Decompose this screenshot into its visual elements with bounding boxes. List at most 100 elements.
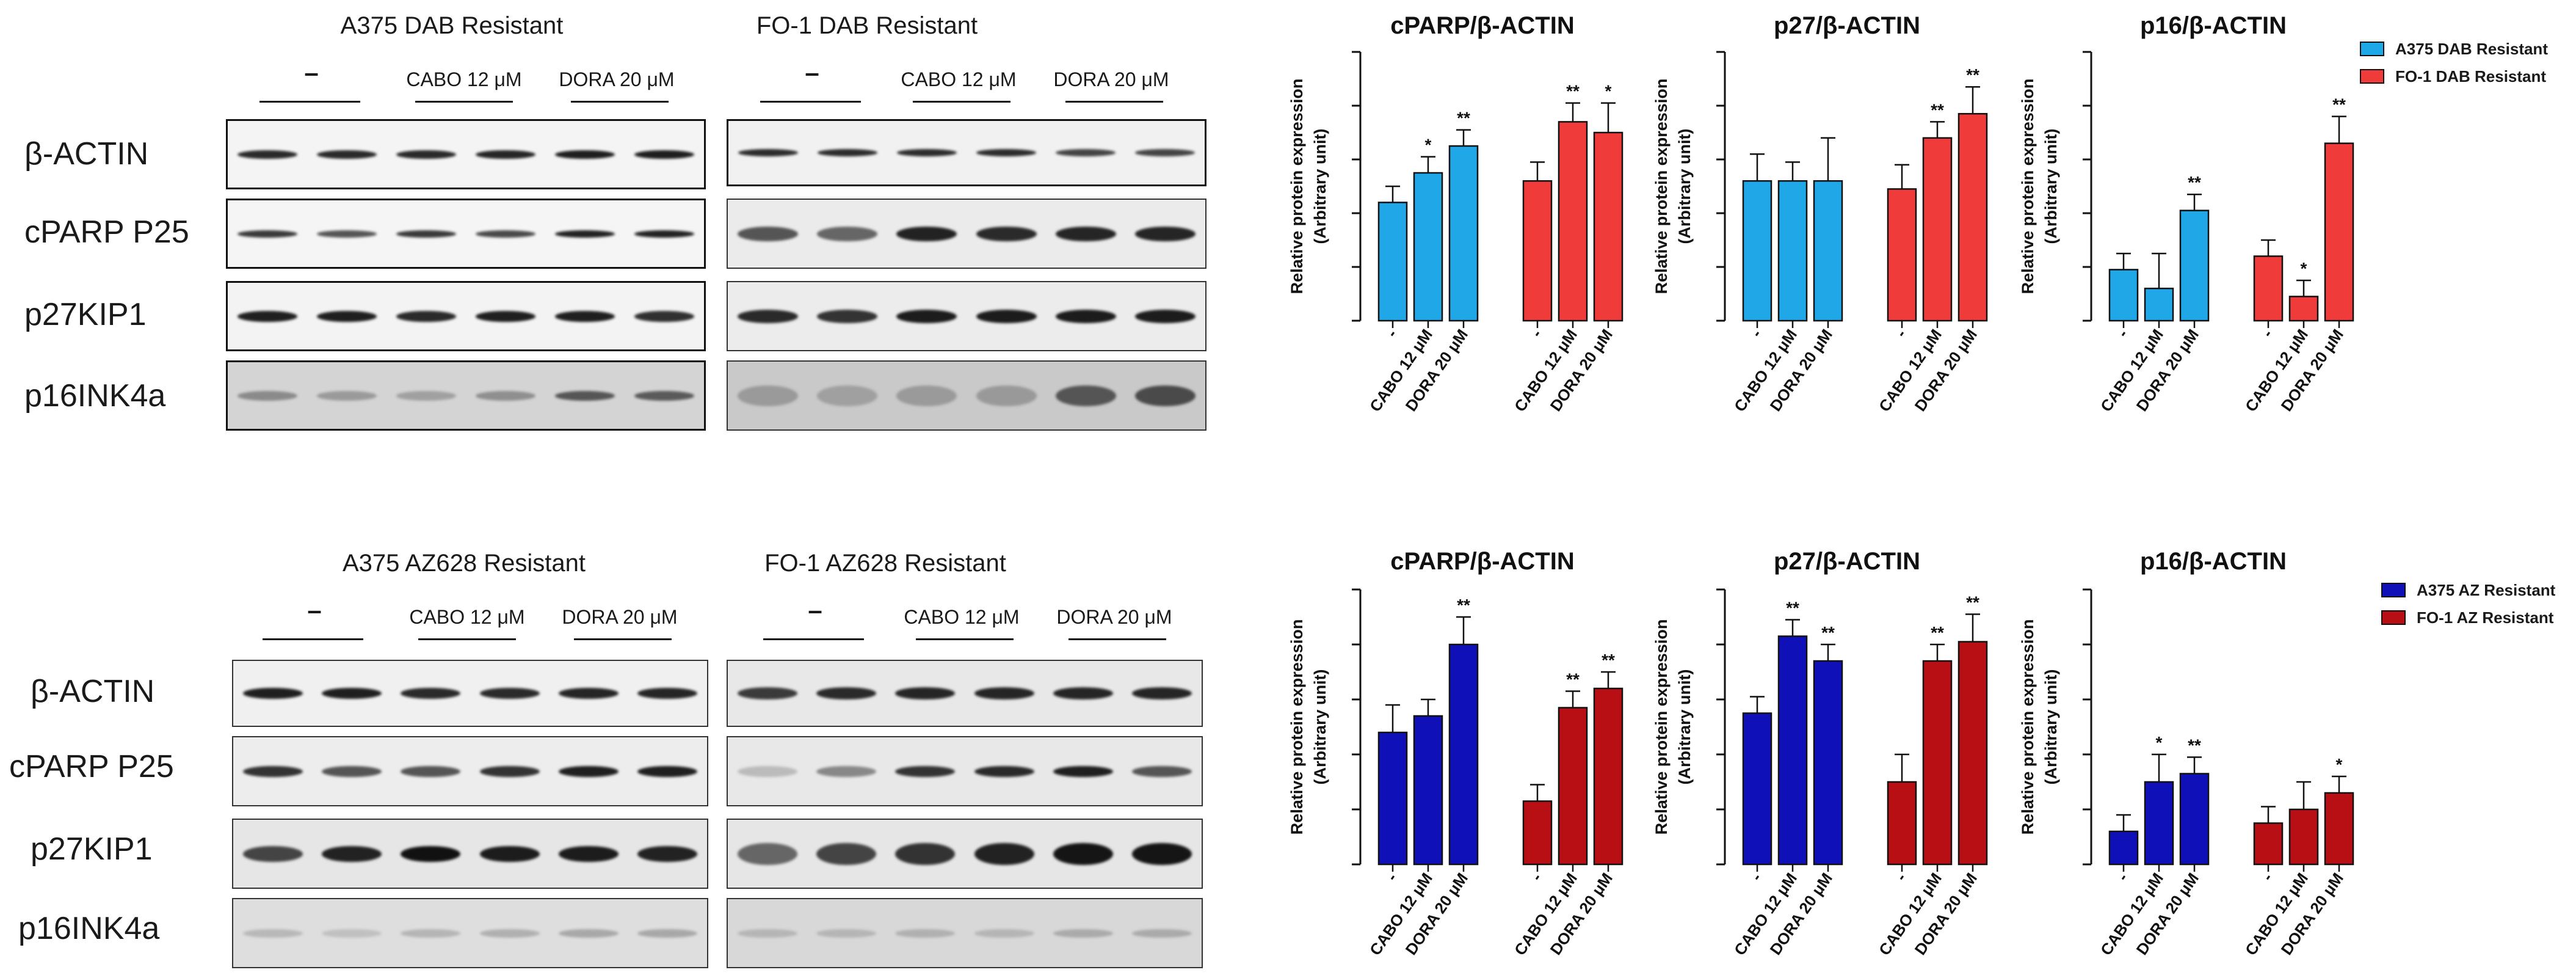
bar — [1377, 202, 1408, 322]
blot-band — [558, 765, 619, 777]
bar — [1813, 660, 1843, 866]
blot-band — [1053, 842, 1114, 865]
blot-band — [479, 765, 540, 777]
y-axis-label: Relative protein expression — [2019, 79, 2037, 294]
blot-band — [974, 842, 1034, 865]
chart-title: p27/β-ACTIN — [1774, 12, 1920, 39]
bar — [1887, 781, 1917, 866]
condition-line — [1068, 638, 1166, 640]
x-tick-label: - — [1892, 869, 1910, 884]
x-tick-label: - — [1527, 326, 1545, 340]
bar — [1742, 180, 1772, 322]
blot-strip — [727, 660, 1203, 727]
blot-band — [242, 845, 303, 862]
blot-strip — [232, 736, 708, 806]
condition-line — [571, 101, 669, 103]
blot-band — [1134, 149, 1195, 156]
x-tick-label: - — [1892, 326, 1910, 340]
blot-band — [475, 390, 536, 401]
row-label: β-ACTIN — [31, 674, 155, 709]
bar — [1377, 731, 1408, 866]
bar — [1448, 145, 1479, 322]
blot-band — [816, 765, 877, 777]
blot-band — [974, 687, 1034, 699]
blot-band — [554, 230, 615, 238]
blot-band — [1132, 929, 1192, 938]
legend-swatch — [2381, 610, 2406, 625]
y-axis-label: Relative protein expression — [1652, 79, 1671, 294]
condition-line — [1065, 101, 1163, 103]
significance-label: ** — [1566, 670, 1580, 689]
legend-swatch — [2360, 69, 2384, 84]
top-blot-panel: A375 DAB Resistant FO-1 DAB Resistant – … — [0, 0, 1221, 440]
significance-label: ** — [1931, 100, 1944, 119]
blot-strip — [226, 119, 706, 189]
legend-top: A375 DAB Resistant FO-1 DAB Resistant — [2360, 38, 2567, 93]
bar — [2288, 808, 2319, 866]
blot-band — [895, 842, 956, 865]
blot-band — [558, 929, 619, 938]
x-tick-label: - — [1747, 869, 1765, 884]
blot-band — [237, 390, 298, 401]
blot-band — [401, 845, 461, 862]
blot-band — [737, 765, 797, 777]
x-tick-label: - — [2113, 326, 2132, 340]
blot-band — [242, 688, 303, 699]
blot-band — [895, 687, 956, 699]
y-axis-label: (Arbitrary unit) — [1675, 129, 1694, 244]
blot-band — [396, 310, 457, 322]
x-tick-label: - — [2258, 326, 2276, 340]
blot-band — [816, 842, 877, 865]
blot-band — [475, 150, 536, 159]
blot-band — [1135, 226, 1196, 241]
x-tick-label: - — [1382, 869, 1401, 884]
blot-band — [816, 309, 878, 323]
row-label: p27KIP1 — [24, 297, 147, 332]
significance-label: * — [1605, 82, 1612, 101]
significance-label: ** — [1821, 623, 1835, 642]
bar — [1522, 800, 1553, 866]
blot-band — [1053, 765, 1114, 777]
condition-label: – — [307, 596, 322, 624]
bar — [1413, 172, 1443, 322]
blot-band — [1132, 765, 1192, 777]
blot-band — [558, 845, 619, 862]
blot-band — [237, 150, 298, 159]
blot-strip — [232, 898, 708, 968]
condition-label: DORA 20 μM — [562, 606, 678, 628]
bar — [1742, 712, 1772, 866]
bar — [2324, 142, 2354, 322]
blot-band — [896, 385, 957, 406]
blot-band — [737, 385, 798, 406]
blot-strip — [727, 360, 1206, 431]
x-tick-label: - — [2258, 869, 2276, 884]
condition-label: – — [304, 58, 319, 87]
blot-strip — [232, 819, 708, 889]
bottom-blot-panel: A375 AZ628 Resistant FO-1 AZ628 Resistan… — [0, 538, 1221, 978]
bar — [2144, 287, 2174, 322]
blot-strip — [727, 119, 1206, 186]
blot-band — [634, 230, 695, 238]
bar — [1558, 707, 1588, 866]
blot-band — [976, 226, 1037, 241]
condition-label: CABO 12 μM — [409, 606, 525, 628]
blot-band — [316, 310, 377, 322]
bar — [1957, 112, 1988, 322]
condition-label: DORA 20 μM — [1053, 68, 1169, 90]
bar — [2144, 781, 2174, 866]
blot-band — [1055, 226, 1117, 241]
blot-band — [1053, 687, 1114, 699]
bar — [2179, 773, 2210, 866]
significance-label: * — [2336, 755, 2343, 774]
blot-band — [316, 390, 377, 401]
blot-band — [401, 688, 461, 699]
bar — [2253, 822, 2284, 866]
blot-band — [737, 226, 798, 241]
y-axis-label: Relative protein expression — [1652, 619, 1671, 835]
blot-title-a375-az: A375 AZ628 Resistant — [342, 550, 586, 577]
x-tick-label: - — [1382, 326, 1401, 340]
bar — [1813, 180, 1843, 322]
blot-strip — [727, 199, 1206, 269]
blot-band — [237, 230, 298, 238]
